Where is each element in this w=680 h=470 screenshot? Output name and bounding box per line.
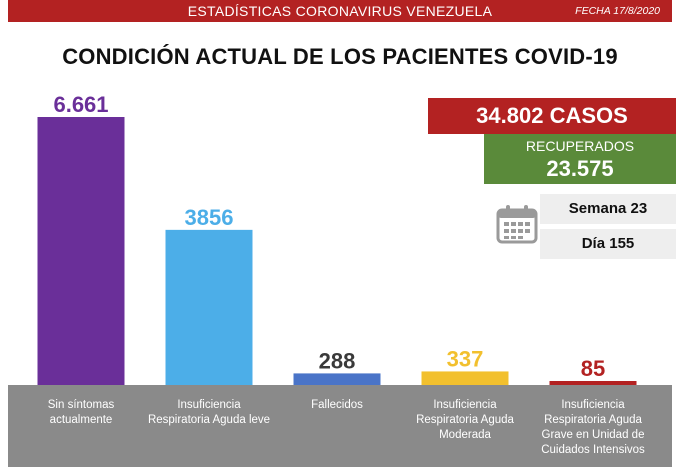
category-label-line: Respiratoria Aguda bbox=[544, 414, 642, 426]
banner-title: ESTADÍSTICAS CORONAVIRUS VENEZUELA bbox=[187, 3, 493, 19]
data-label-3: 337 bbox=[447, 346, 484, 371]
date-label: FECHA 17/8/2020 bbox=[575, 5, 660, 17]
data-label-0: 6.661 bbox=[53, 92, 108, 117]
top-banner: ESTADÍSTICAS CORONAVIRUS VENEZUELA FECHA… bbox=[8, 0, 672, 22]
total-cases-box: 34.802 CASOS bbox=[428, 98, 676, 134]
category-label-band bbox=[8, 385, 672, 467]
data-label-2: 288 bbox=[319, 348, 356, 373]
bar-3 bbox=[421, 371, 509, 385]
day-label: Día 155 bbox=[540, 229, 676, 259]
category-label-line: Moderada bbox=[439, 429, 491, 441]
bar-2 bbox=[293, 373, 381, 385]
category-label-line: Respiratoria Aguda leve bbox=[148, 414, 270, 426]
recovered-label: RECUPERADOS bbox=[525, 138, 635, 154]
page-title: CONDICIÓN ACTUAL DE LOS PACIENTES COVID-… bbox=[62, 44, 618, 69]
recovered-value: 23.575 bbox=[546, 156, 614, 181]
calendar-icon bbox=[496, 205, 538, 244]
bar-0 bbox=[37, 117, 125, 385]
category-label-0: Sin síntomas actualmente bbox=[48, 399, 115, 426]
recovered-box: RECUPERADOS 23.575 bbox=[484, 134, 676, 184]
data-label-1: 3856 bbox=[185, 205, 234, 230]
bar-4 bbox=[549, 381, 637, 385]
category-label-line: Grave en Unidad de bbox=[542, 429, 645, 441]
category-label-line: Insuficiencia bbox=[561, 399, 625, 411]
bar-1 bbox=[165, 229, 253, 385]
week-label: Semana 23 bbox=[540, 194, 676, 224]
category-label-line: Fallecidos bbox=[311, 399, 363, 411]
category-label-line: Sin síntomas bbox=[48, 399, 115, 411]
category-label-3: Insuficiencia Respiratoria Aguda Moderada bbox=[416, 399, 514, 441]
category-label-line: Respiratoria Aguda bbox=[416, 414, 514, 426]
category-label-line: actualmente bbox=[50, 414, 113, 426]
category-label-line: Insuficiencia bbox=[177, 399, 241, 411]
category-label-line: Cuidados Intensivos bbox=[541, 444, 645, 456]
category-label-2: Fallecidos bbox=[311, 399, 363, 411]
category-label-1: Insuficiencia Respiratoria Aguda leve bbox=[148, 399, 270, 426]
category-label-line: Insuficiencia bbox=[433, 399, 497, 411]
data-label-4: 85 bbox=[581, 356, 605, 381]
category-label-4: Insuficiencia Respiratoria Aguda Grave en … bbox=[541, 399, 645, 456]
